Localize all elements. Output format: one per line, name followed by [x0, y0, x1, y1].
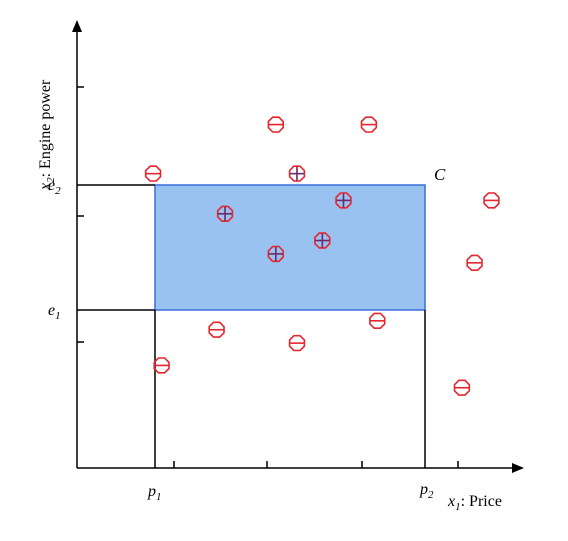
negative-example-marker: [455, 380, 470, 395]
y-axis-text: : Engine power: [37, 79, 54, 177]
positive-example-marker: [336, 193, 351, 208]
x-axis-variable: x: [447, 493, 455, 510]
p2-label: p2: [419, 481, 434, 501]
negative-example-marker: [484, 193, 499, 208]
p1-label: p1: [147, 483, 162, 503]
concept-rectangle: [155, 185, 425, 310]
p1-letter: p: [147, 483, 156, 500]
negative-example-marker: [362, 117, 377, 132]
positive-example-marker: [290, 166, 305, 181]
p1-subscript: 1: [156, 491, 162, 503]
y-axis-label: x2: Engine power: [37, 79, 57, 191]
negative-example-marker: [290, 336, 305, 351]
negative-example-marker: [467, 255, 482, 270]
e2-subscript: 2: [55, 185, 61, 197]
p2-letter: p: [419, 481, 428, 498]
e1-subscript: 1: [55, 310, 61, 322]
x-axis-text: : Price: [461, 493, 502, 510]
negative-example-marker: [268, 117, 283, 132]
negative-example-marker: [154, 358, 169, 373]
x-axis-ticks: [174, 461, 458, 468]
negative-example-marker: [209, 322, 224, 337]
positive-example-marker: [218, 206, 233, 221]
e1-label: e1: [48, 302, 61, 322]
e2-letter: e: [48, 177, 55, 194]
positive-example-marker: [315, 233, 330, 248]
x-axis-label: x1: Price: [447, 493, 502, 513]
negative-example-marker: [370, 313, 385, 328]
negative-example-marker: [146, 166, 161, 181]
e2-label: e2: [48, 177, 61, 197]
concept-label: C: [434, 165, 446, 184]
e1-letter: e: [48, 302, 55, 319]
p2-subscript: 2: [428, 489, 434, 501]
positive-example-marker: [268, 247, 283, 262]
y-axis-ticks: [77, 87, 84, 342]
